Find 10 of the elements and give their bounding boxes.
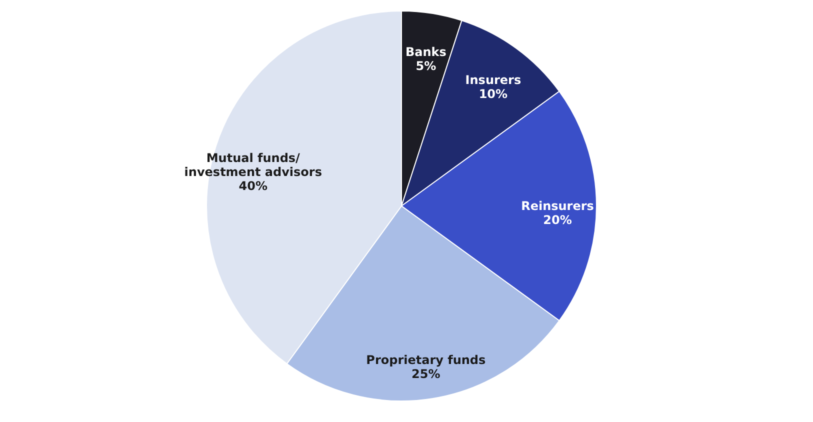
slice-label: Reinsurers [521, 199, 594, 213]
slice-label: Proprietary funds [366, 353, 486, 368]
data-label: 5% [416, 58, 436, 73]
data-label: 25% [412, 367, 440, 382]
slice-label: Mutual funds/ investment advisors [184, 150, 322, 179]
slice-label: Banks [405, 44, 446, 59]
data-label: 10% [478, 86, 508, 101]
slice-label: Insurers [465, 72, 522, 87]
data-label: 20% [543, 213, 572, 227]
data-label: 40% [238, 178, 268, 193]
